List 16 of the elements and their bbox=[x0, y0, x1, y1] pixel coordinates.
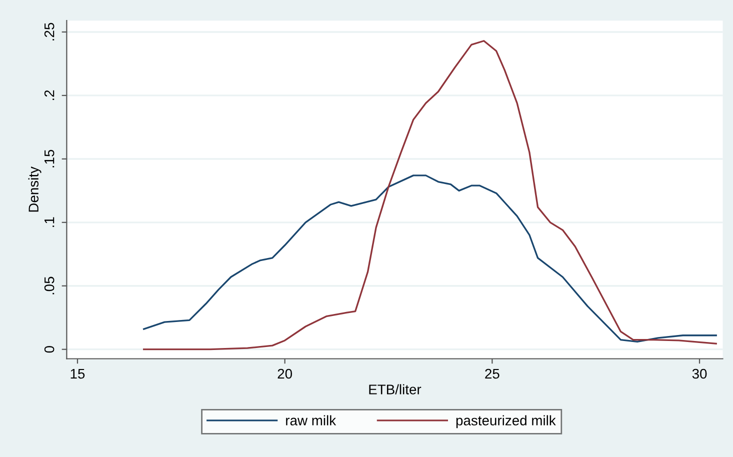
legend-label: pasteurized milk bbox=[456, 415, 556, 428]
x-axis-title: ETB/liter bbox=[369, 384, 422, 394]
x-tick-label: 20 bbox=[278, 368, 292, 379]
y-tick-label: 0 bbox=[44, 346, 54, 353]
line-series bbox=[143, 40, 717, 350]
line-series bbox=[143, 174, 717, 343]
x-tick-label: 15 bbox=[70, 368, 85, 379]
x-tick-label: 30 bbox=[692, 368, 707, 379]
y-axis-title: Density bbox=[28, 166, 42, 212]
y-tick-label: .2 bbox=[44, 90, 54, 100]
legend-label: raw milk bbox=[286, 415, 336, 426]
y-tick-label: .15 bbox=[44, 150, 54, 168]
x-tick-label: 25 bbox=[485, 368, 500, 379]
y-tick-label: .1 bbox=[44, 217, 54, 227]
y-tick-label: .05 bbox=[44, 276, 54, 294]
y-tick-label: .25 bbox=[44, 22, 54, 40]
